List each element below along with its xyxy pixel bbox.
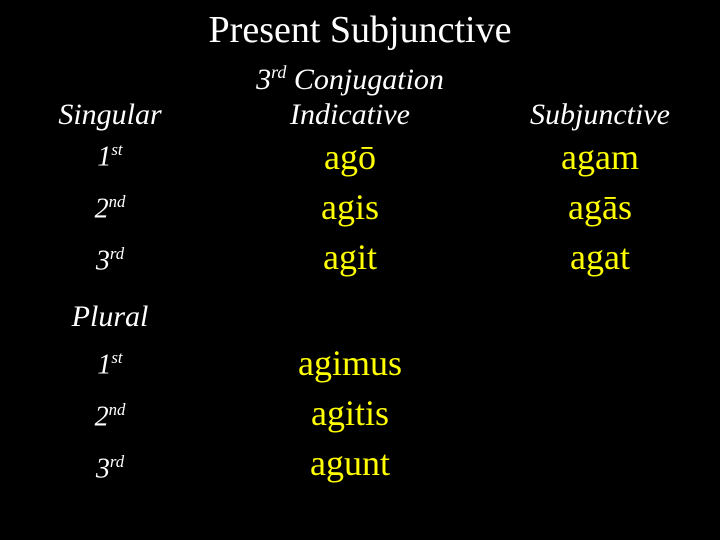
indicative-pl-2: agitis (230, 392, 470, 434)
indicative-pl-3: agunt (230, 442, 470, 484)
conjugation-ord: rd (271, 62, 286, 82)
person-1st-pl: 1st (20, 348, 200, 381)
person-1p-num: 1 (97, 349, 111, 380)
indicative-sg-3: agit (230, 236, 470, 278)
subjunctive-sg-2: agās (500, 186, 700, 228)
header-singular: Singular (20, 98, 200, 132)
person-2nd-pl: 2nd (20, 400, 200, 433)
person-3rd-sg: 3rd (20, 244, 200, 277)
person-2-ord: nd (109, 192, 126, 211)
indicative-sg-2: agis (230, 186, 470, 228)
conjugation-word: Conjugation (286, 63, 444, 96)
person-3-num: 3 (96, 245, 110, 276)
subjunctive-sg-3: agat (500, 236, 700, 278)
person-2-num: 2 (95, 193, 109, 224)
subjunctive-sg-1: agam (500, 136, 700, 178)
indicative-sg-1: agō (230, 136, 470, 178)
person-2p-num: 2 (95, 401, 109, 432)
conjugation-label: 3rd Conjugation (230, 62, 470, 97)
person-2nd-sg: 2nd (20, 192, 200, 225)
header-indicative: Indicative (230, 98, 470, 132)
header-plural: Plural (20, 300, 200, 334)
person-3-ord: rd (110, 244, 124, 263)
person-1-ord: st (111, 140, 122, 159)
person-3p-ord: rd (110, 452, 124, 471)
person-1-num: 1 (97, 141, 111, 172)
person-2p-ord: nd (109, 400, 126, 419)
person-1st-sg: 1st (20, 140, 200, 173)
person-3rd-pl: 3rd (20, 452, 200, 485)
person-1p-ord: st (111, 348, 122, 367)
header-subjunctive: Subjunctive (500, 98, 700, 132)
slide: Present Subjunctive 3rd Conjugation Sing… (0, 0, 720, 540)
indicative-pl-1: agimus (230, 342, 470, 384)
conjugation-num: 3 (256, 63, 271, 96)
person-3p-num: 3 (96, 453, 110, 484)
slide-title: Present Subjunctive (0, 0, 720, 52)
